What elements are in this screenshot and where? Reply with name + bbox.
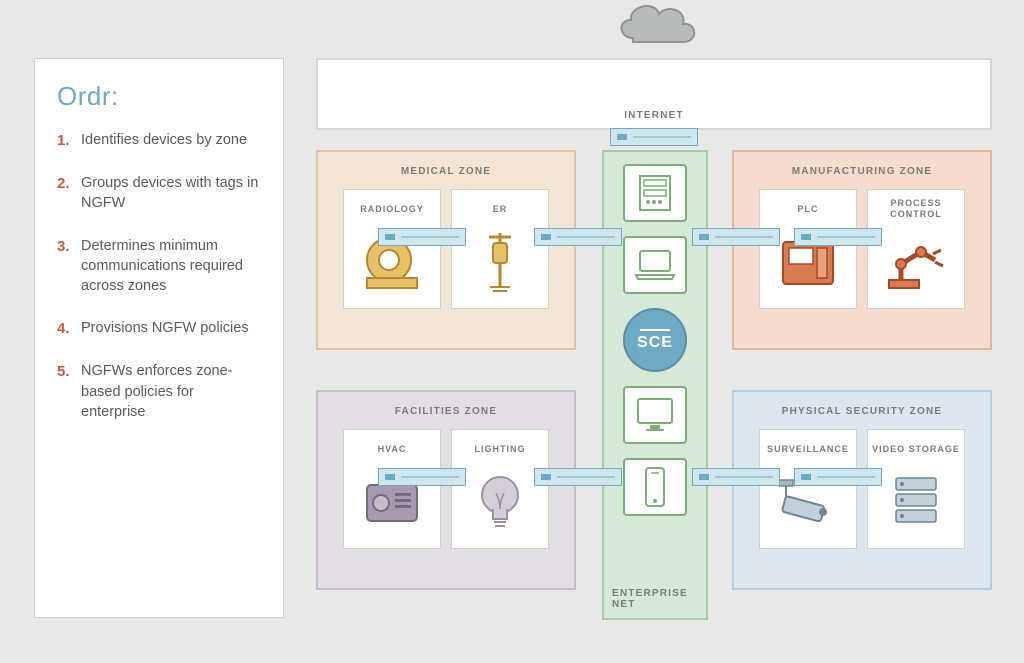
step-number: 2.: [57, 173, 81, 214]
device-surveillance: SURVEILLANCE: [759, 429, 857, 549]
step-text: Groups devices with tags in NGFW: [81, 173, 261, 214]
enterprise-net-label: ENTERPRISE NET: [612, 588, 698, 610]
zone-manufacturing: MANUFACTURING ZONE PLC PROCESS CONTROL: [732, 150, 992, 350]
sce-label: SCE: [637, 334, 673, 352]
zone-inner: RADIOLOGY ER: [318, 177, 574, 325]
monitor-icon: [623, 386, 687, 444]
step-number: 4.: [57, 318, 81, 339]
device-er: ER: [451, 189, 549, 309]
device-video-storage: VIDEO STORAGE: [867, 429, 965, 549]
firewall-icon: [794, 228, 882, 246]
device-label: RADIOLOGY: [348, 198, 436, 220]
device-label: PROCESS CONTROL: [872, 198, 960, 220]
zone-title: FACILITIES ZONE: [318, 392, 574, 417]
zone-inner: HVAC LIGHTING: [318, 417, 574, 565]
zone-medical: MEDICAL ZONE RADIOLOGY ER: [316, 150, 576, 350]
robot-arm-icon: [872, 226, 960, 298]
sce-bar-icon: [640, 329, 670, 331]
device-label: VIDEO STORAGE: [872, 438, 960, 460]
device-hvac: HVAC: [343, 429, 441, 549]
diagram-area: INTERNET SCE ENTERPRISE NET MEDICAL ZONE…: [316, 20, 996, 640]
internet-label: INTERNET: [624, 110, 684, 121]
step-text: Determines minimum communications requir…: [81, 236, 261, 297]
step-item: 2.Groups devices with tags in NGFW: [57, 173, 261, 214]
zone-inner: PLC PROCESS CONTROL: [734, 177, 990, 325]
device-plc: PLC: [759, 189, 857, 309]
zone-inner: SURVEILLANCE VIDEO STORAGE: [734, 417, 990, 565]
step-text: NGFWs enforces zone-based policies for e…: [81, 361, 261, 422]
step-number: 1.: [57, 130, 81, 151]
storage-icon: [872, 466, 960, 538]
zone-physical-security: PHYSICAL SECURITY ZONE SURVEILLANCE VIDE…: [732, 390, 992, 590]
zone-title: MEDICAL ZONE: [318, 152, 574, 177]
cloud-icon: [611, 0, 701, 50]
iv-stand-icon: [456, 226, 544, 298]
internet-band: INTERNET: [316, 58, 992, 130]
step-item: 1.Identifies devices by zone: [57, 130, 261, 151]
firewall-icon: [378, 468, 466, 486]
device-label: HVAC: [348, 438, 436, 460]
sidebar-title: Ordr:: [57, 81, 261, 112]
device-process-control: PROCESS CONTROL: [867, 189, 965, 309]
firewall-icon: [610, 128, 698, 146]
device-label: LIGHTING: [456, 438, 544, 460]
server-rack-icon: [623, 164, 687, 222]
step-item: 3.Determines minimum communications requ…: [57, 236, 261, 297]
step-number: 3.: [57, 236, 81, 297]
firewall-icon: [794, 468, 882, 486]
sidebar-panel: Ordr: 1.Identifies devices by zone 2.Gro…: [34, 58, 284, 618]
device-label: SURVEILLANCE: [764, 438, 852, 460]
firewall-icon: [534, 228, 622, 246]
step-text: Provisions NGFW policies: [81, 318, 249, 339]
firewall-icon: [692, 468, 780, 486]
zone-title: PHYSICAL SECURITY ZONE: [734, 392, 990, 417]
step-item: 4.Provisions NGFW policies: [57, 318, 261, 339]
laptop-icon: [623, 236, 687, 294]
step-text: Identifies devices by zone: [81, 130, 247, 151]
zone-title: MANUFACTURING ZONE: [734, 152, 990, 177]
firewall-icon: [378, 228, 466, 246]
device-lighting: LIGHTING: [451, 429, 549, 549]
step-number: 5.: [57, 361, 81, 422]
firewall-icon: [534, 468, 622, 486]
device-label: PLC: [764, 198, 852, 220]
zone-facilities: FACILITIES ZONE HVAC LIGHTING: [316, 390, 576, 590]
bulb-icon: [456, 466, 544, 538]
enterprise-net-column: SCE ENTERPRISE NET: [602, 150, 708, 620]
step-item: 5.NGFWs enforces zone-based policies for…: [57, 361, 261, 422]
step-list: 1.Identifies devices by zone 2.Groups de…: [57, 130, 261, 422]
device-label: ER: [456, 198, 544, 220]
phone-icon: [623, 458, 687, 516]
sce-badge: SCE: [623, 308, 687, 372]
firewall-icon: [692, 228, 780, 246]
device-radiology: RADIOLOGY: [343, 189, 441, 309]
